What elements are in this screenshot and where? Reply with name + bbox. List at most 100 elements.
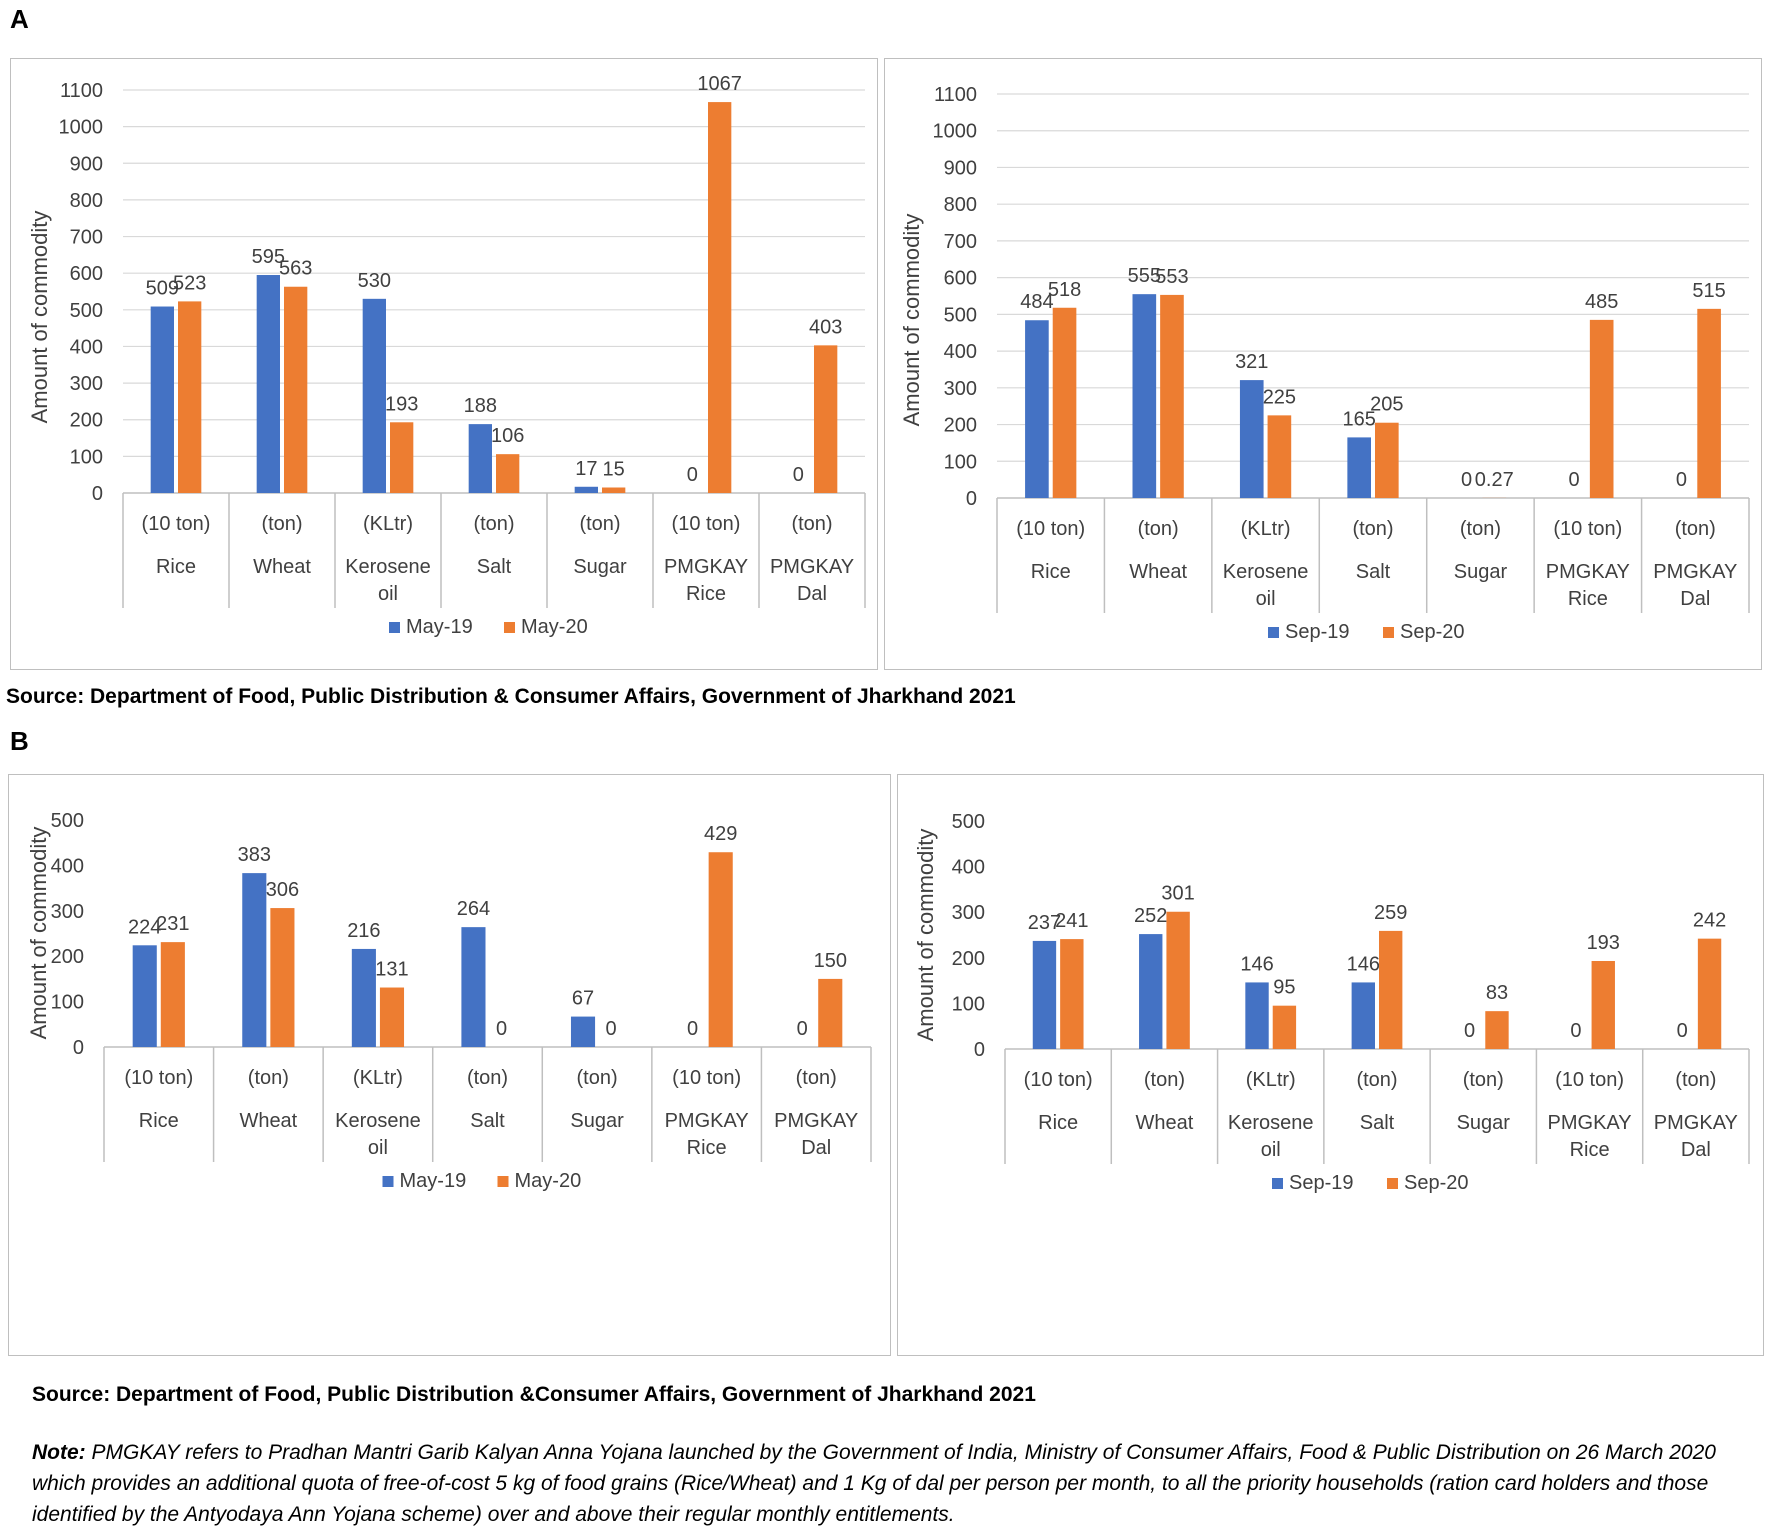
x-category-label: oil	[368, 1137, 388, 1159]
data-label: 242	[1693, 910, 1726, 932]
y-tick-label: 100	[952, 993, 985, 1015]
bar	[814, 345, 838, 493]
x-unit-label: (10 ton)	[1016, 518, 1085, 540]
bar	[1239, 380, 1264, 498]
legend-label: Sep-20	[1404, 1172, 1469, 1194]
data-label: 131	[375, 959, 408, 981]
y-axis-label: Amount of commodity	[913, 829, 938, 1042]
x-unit-label: (10 ton)	[142, 513, 211, 535]
x-unit-label: (ton)	[579, 513, 620, 535]
data-label: 67	[572, 988, 594, 1010]
x-category-label: oil	[1261, 1139, 1281, 1161]
x-category-label: Dal	[1680, 588, 1710, 610]
x-category-label: Wheat	[1136, 1112, 1194, 1134]
bar	[1032, 940, 1057, 1049]
x-unit-label: (ton)	[248, 1067, 289, 1089]
y-tick-label: 500	[70, 300, 103, 322]
x-category-label: Sugar	[1457, 1112, 1511, 1134]
legend-label: May-19	[400, 1170, 467, 1192]
x-unit-label: (KLtr)	[1241, 518, 1291, 540]
x-category-label: PMGKAY	[1654, 1112, 1738, 1134]
data-label: 0	[1570, 1020, 1581, 1042]
x-category-label: Rice	[139, 1110, 179, 1132]
bar	[818, 978, 843, 1047]
y-tick-label: 300	[70, 373, 103, 395]
data-label: 264	[457, 898, 490, 920]
bar	[1052, 307, 1077, 498]
x-category-label: Salt	[1356, 561, 1391, 583]
data-label: 429	[704, 823, 737, 845]
data-label: 301	[1161, 883, 1194, 905]
bar	[1697, 308, 1721, 498]
data-label: 0	[793, 464, 804, 486]
x-unit-label: (KLtr)	[353, 1067, 403, 1089]
x-unit-label: (ton)	[1463, 1069, 1504, 1091]
data-label: 0.27	[1475, 469, 1514, 491]
y-tick-label: 900	[944, 157, 977, 179]
legend-label: May-19	[406, 616, 473, 638]
x-category-label: Salt	[470, 1110, 505, 1132]
data-label: 17	[575, 458, 597, 480]
y-tick-label: 0	[73, 1037, 84, 1059]
legend-label: Sep-20	[1400, 621, 1465, 643]
legend-swatch	[1387, 1178, 1398, 1189]
bar	[242, 873, 267, 1047]
bar	[1351, 982, 1375, 1049]
data-label: 484	[1020, 291, 1053, 313]
data-label: 0	[1464, 1020, 1475, 1042]
bar	[1375, 422, 1399, 498]
bar	[362, 298, 386, 493]
legend-label: May-20	[515, 1170, 582, 1192]
x-unit-label: (ton)	[1675, 518, 1716, 540]
y-tick-label: 400	[944, 341, 977, 363]
x-category-label: oil	[378, 583, 398, 605]
data-label: 0	[1461, 469, 1472, 491]
x-category-label: PMGKAY	[1548, 1112, 1632, 1134]
y-tick-label: 400	[952, 857, 985, 879]
x-category-label: PMGKAY	[774, 1110, 858, 1132]
bar	[160, 942, 185, 1047]
x-unit-label: (10 ton)	[124, 1067, 193, 1089]
x-unit-label: (10 ton)	[1024, 1069, 1093, 1091]
x-unit-label: (10 ton)	[1555, 1069, 1624, 1091]
data-label: 165	[1342, 408, 1375, 430]
data-label: 259	[1374, 902, 1407, 924]
x-category-label: Dal	[1681, 1139, 1711, 1161]
bar	[390, 422, 414, 493]
y-tick-label: 500	[944, 304, 977, 326]
y-tick-label: 100	[70, 446, 103, 468]
chart-b-left: 0 100 200 300 400 500 Amount of commodity 224 23…	[8, 774, 891, 1356]
bar	[1267, 415, 1292, 498]
y-tick-label: 100	[944, 451, 977, 473]
legend-label: Sep-19	[1289, 1172, 1354, 1194]
data-label: 0	[1676, 469, 1687, 491]
data-label: 523	[173, 272, 206, 294]
data-label: 515	[1692, 280, 1725, 302]
data-label: 241	[1055, 910, 1088, 932]
x-category-label: Rice	[1038, 1112, 1078, 1134]
y-tick-label: 300	[952, 902, 985, 924]
legend-swatch	[1272, 1178, 1283, 1189]
x-category-label: Kerosene	[345, 556, 431, 578]
x-unit-label: (10 ton)	[1553, 518, 1622, 540]
y-tick-label: 0	[966, 488, 977, 510]
data-label: 224	[128, 916, 161, 938]
data-label: 0	[1677, 1020, 1688, 1042]
x-category-label: Dal	[801, 1137, 831, 1159]
y-axis-label: Amount of commodity	[899, 214, 924, 427]
y-tick-label: 100	[51, 992, 84, 1014]
y-tick-label: 200	[952, 948, 985, 970]
data-label: 563	[279, 258, 312, 280]
y-tick-label: 1000	[933, 121, 978, 143]
chart-svg: 0 100 200 300 400 500 600 700 800 900 1000 1100 Amou…	[27, 73, 866, 638]
bar	[468, 424, 492, 493]
data-label: 150	[814, 950, 847, 972]
bar	[570, 1016, 596, 1047]
y-tick-label: 0	[974, 1039, 985, 1061]
data-label: 553	[1155, 266, 1188, 288]
bar	[351, 948, 376, 1047]
bar	[150, 306, 174, 493]
legend-swatch	[1383, 627, 1394, 638]
bar	[1139, 934, 1163, 1049]
